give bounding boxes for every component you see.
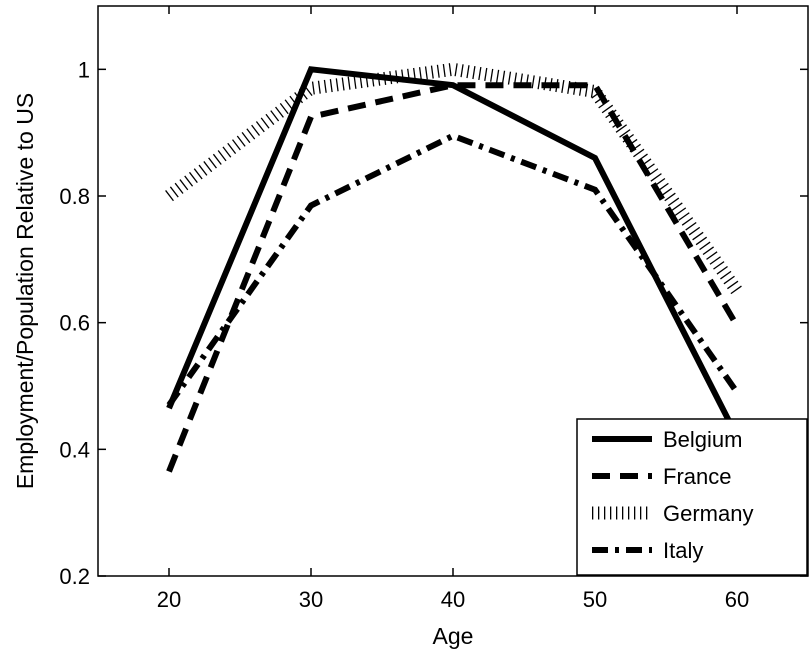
x-axis-label: Age bbox=[433, 623, 474, 649]
y-tick-label: 0.2 bbox=[59, 564, 90, 589]
x-tick-label: 20 bbox=[157, 587, 181, 612]
legend: Belgium France Germany Italy bbox=[576, 418, 808, 576]
y-tick-label: 0.4 bbox=[59, 437, 90, 462]
legend-label-italy: Italy bbox=[663, 538, 703, 563]
legend-label-germany: Germany bbox=[663, 501, 753, 526]
x-tick-label: 60 bbox=[725, 587, 749, 612]
x-tick-label: 30 bbox=[299, 587, 323, 612]
x-tick-label: 50 bbox=[583, 587, 607, 612]
series-lines bbox=[165, 62, 743, 473]
series-line-france bbox=[166, 82, 740, 473]
legend-label-belgium: Belgium bbox=[663, 427, 742, 452]
y-tick-label: 0.8 bbox=[59, 184, 90, 209]
x-tick-label: 40 bbox=[441, 587, 465, 612]
axis-ticks: 20 30 40 50 60 0.2 0.4 0.6 0.8 1 bbox=[59, 6, 808, 612]
series-line-belgium bbox=[166, 66, 740, 439]
legend-label-france: France bbox=[663, 464, 731, 489]
y-tick-label: 1 bbox=[78, 57, 90, 82]
series-line-germany bbox=[165, 62, 743, 295]
y-axis-label: Employment/Population Relative to US bbox=[12, 93, 38, 489]
y-tick-label: 0.6 bbox=[59, 311, 90, 336]
